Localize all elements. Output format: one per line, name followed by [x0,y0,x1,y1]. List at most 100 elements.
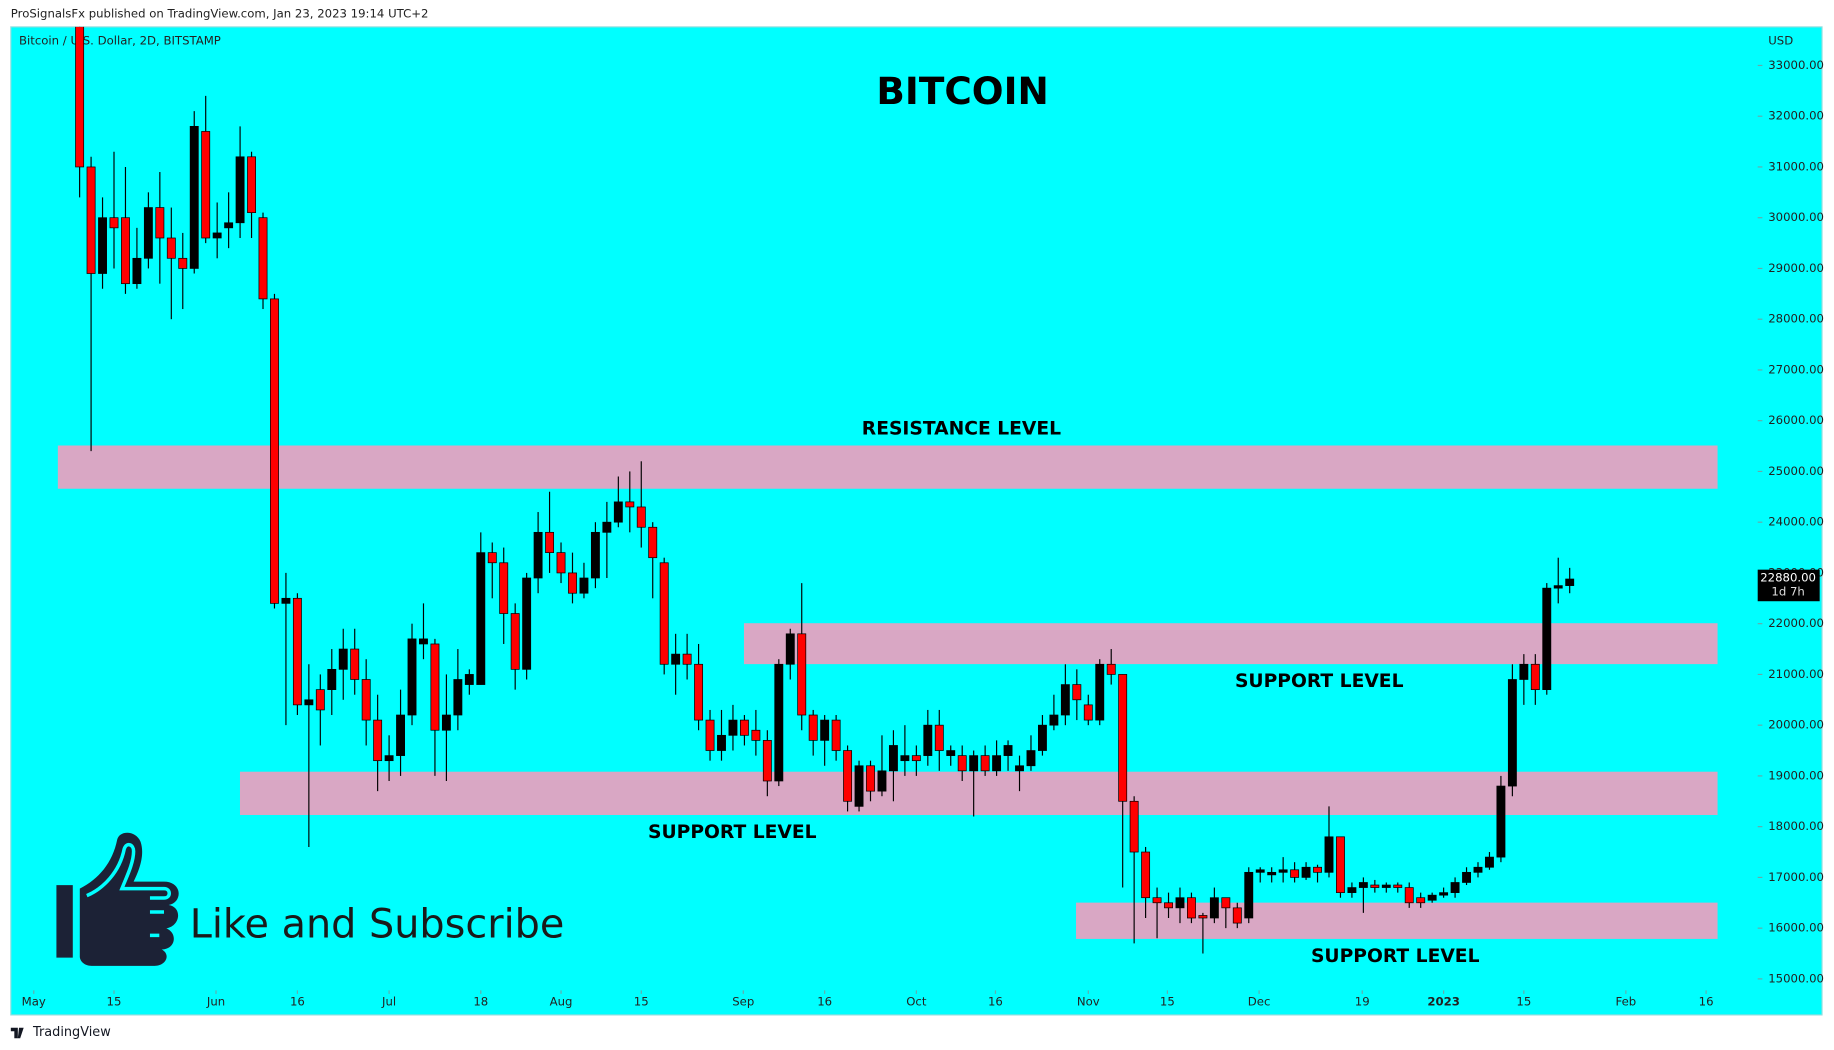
candle-body [751,729,761,741]
currency-label: USD [1768,33,1793,47]
x-tick-label: Jun [206,995,225,1009]
x-tick-label: 15 [634,995,649,1009]
candle-body [1450,882,1460,893]
candle-body [441,714,451,731]
symbol-label: Bitcoin / U.S. Dollar, 2D, BITSTAMP [19,33,221,47]
x-tick-label: Feb [1616,995,1637,1009]
candle-body [1519,663,1529,680]
candle-body [373,719,383,762]
candle-body [545,531,555,553]
candle-body [1507,679,1517,787]
zone-label: SUPPORT LEVEL [1235,671,1404,692]
candle-body [1198,915,1208,919]
candle-body [934,724,944,751]
candle-body [1565,578,1575,586]
last-price-box [1757,569,1820,602]
x-tick-label: 15 [107,995,122,1009]
y-tick-label: 28000.00 [1768,312,1824,326]
candle-body [1485,856,1494,868]
candle-body [1313,866,1322,873]
y-tick-label: 16000.00 [1768,921,1824,935]
zone [239,771,1718,815]
chart-background [10,26,1823,1016]
candle-body [556,552,566,574]
candle-body [86,166,96,274]
candle-body [1553,585,1563,589]
candle-body [568,572,577,594]
candle-body [407,638,417,716]
candle-body [900,755,910,762]
candle-body [384,755,394,762]
candle-body [281,597,291,604]
caption: Like and Subscribe [190,902,565,948]
y-tick-label: 20000.00 [1768,718,1824,732]
candle-body [487,552,497,564]
candle-body [327,668,337,690]
plot-area [57,26,1718,954]
candle-body [1393,884,1403,888]
candle-body [258,217,268,300]
candle-body [1083,704,1093,721]
candle-body [1462,871,1471,883]
x-tick-label: 16 [290,995,305,1009]
y-tick-label: 17000.00 [1768,870,1824,884]
y-tick-label: 18000.00 [1768,819,1824,833]
x-tick-label: 15 [1160,995,1175,1009]
candle-body [304,699,314,706]
candle-body [923,724,933,756]
candle-body [224,222,234,229]
y-tick-label: 21000.00 [1768,667,1824,681]
candle-body [143,207,153,259]
candle-body [808,714,818,741]
x-tick-label: Sep [732,995,754,1009]
candle-body [888,745,898,772]
candle-body [1164,902,1173,909]
candle-body [1267,871,1277,876]
zone-label: RESISTANCE LEVEL [862,419,1061,440]
candle-body [636,506,646,528]
candle-body [189,126,199,269]
candle-body [121,217,130,285]
candle-body [911,755,921,762]
x-tick-label: May [22,995,46,1009]
candle-body [1542,587,1552,690]
candle-body [843,750,853,802]
footer-brand: TradingView [32,1025,111,1040]
candle-body [75,26,85,168]
x-tick-label: Oct [906,995,927,1009]
candle-body [682,653,692,665]
candle-body [854,765,864,807]
candle-body [1060,684,1070,716]
candle-body [774,663,784,782]
x-tick-label: Aug [550,995,573,1009]
y-tick-label: 15000.00 [1768,971,1824,985]
y-tick-label: 26000.00 [1768,413,1824,427]
candle-body [1404,887,1414,904]
candle-body [957,755,967,772]
candle-body [453,679,463,716]
zone [57,445,1718,489]
candle-body [1496,785,1506,858]
candle-body [1026,750,1036,767]
candle-body [969,755,979,772]
candle-body [797,633,807,716]
candle-body [522,577,532,670]
candle-body [1290,869,1300,878]
y-tick-label: 22000.00 [1768,616,1824,630]
candle-body [1381,884,1391,888]
candle-body [1003,745,1013,756]
candle-body [1244,871,1254,919]
y-tick-label: 25000.00 [1768,464,1824,478]
candle-body [292,597,302,706]
candle-body [361,679,371,721]
candle-body [1187,897,1196,919]
candle-body [1037,724,1047,751]
x-tick-label: 15 [1516,995,1531,1009]
candle-body [315,689,325,711]
candle-body [1473,866,1483,873]
candle-body [1347,887,1357,893]
thumb-icon [56,832,179,966]
last-price-label: 22880.00 [1760,570,1816,584]
candle-body [1141,851,1151,899]
zone-label: SUPPORT LEVEL [648,822,817,843]
